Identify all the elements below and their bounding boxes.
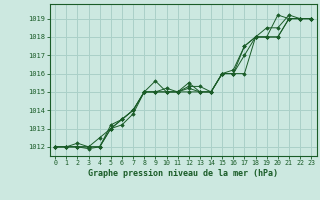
X-axis label: Graphe pression niveau de la mer (hPa): Graphe pression niveau de la mer (hPa) [88, 169, 278, 178]
